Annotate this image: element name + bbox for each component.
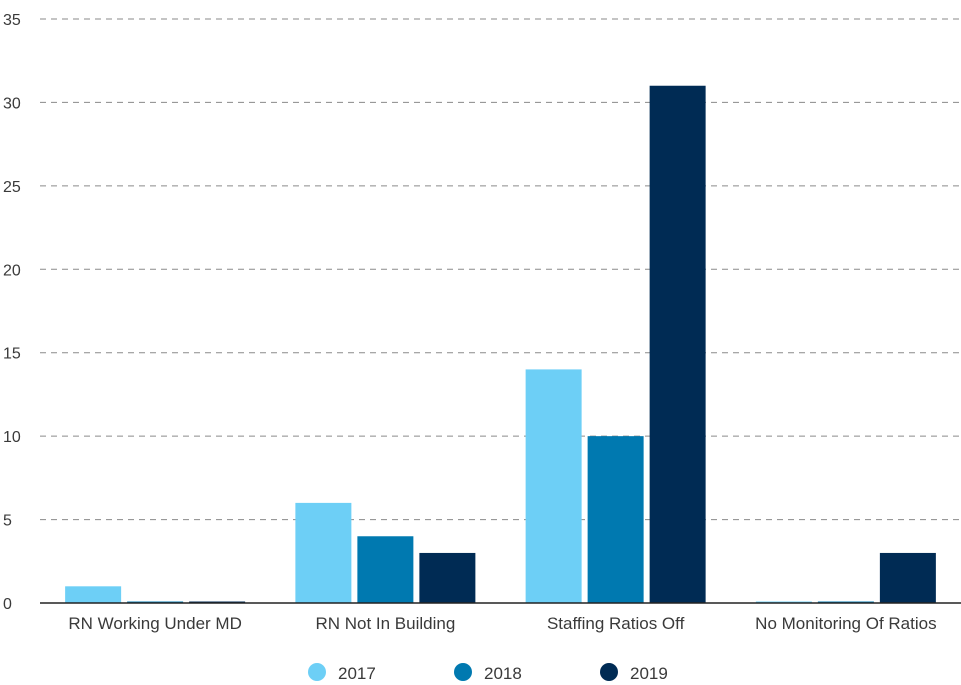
bar-2019-3 (879, 552, 936, 603)
y-tick-label: 15 (3, 346, 21, 363)
bar-2018-2 (587, 436, 644, 603)
legend-label-2017: 2017 (338, 664, 376, 683)
gridlines (40, 18, 961, 521)
y-tick-label: 0 (3, 596, 12, 613)
y-tick-label: 30 (3, 95, 21, 112)
x-category-label: RN Working Under MD (68, 614, 242, 633)
bar-2017-0 (65, 586, 122, 603)
x-axis-labels: RN Working Under MD RN Not In Building Sta… (68, 614, 936, 633)
x-category-label: No Monitoring Of Ratios (755, 614, 936, 633)
bar-2019-1 (419, 552, 476, 603)
y-tick-label: 20 (3, 262, 21, 279)
y-axis-ticks: 0 5 10 15 20 25 30 35 (3, 12, 21, 613)
legend-marker-2017 (308, 663, 326, 681)
y-tick-label: 10 (3, 429, 21, 446)
bar-2019-2 (649, 85, 706, 603)
legend-label-2019: 2019 (630, 664, 668, 683)
y-tick-label: 5 (3, 513, 12, 530)
bars (65, 85, 936, 603)
bar-2017-2 (525, 369, 582, 603)
bar-2017-1 (295, 502, 352, 603)
legend-marker-2019 (600, 663, 618, 681)
legend-label-2018: 2018 (484, 664, 522, 683)
x-category-label: RN Not In Building (315, 614, 455, 633)
y-tick-label: 25 (3, 179, 21, 196)
y-tick-label: 35 (3, 12, 21, 29)
legend-marker-2018 (454, 663, 472, 681)
x-category-label: Staffing Ratios Off (547, 614, 685, 633)
bar-2018-1 (357, 536, 414, 603)
legend: 2017 2018 2019 (308, 663, 668, 683)
